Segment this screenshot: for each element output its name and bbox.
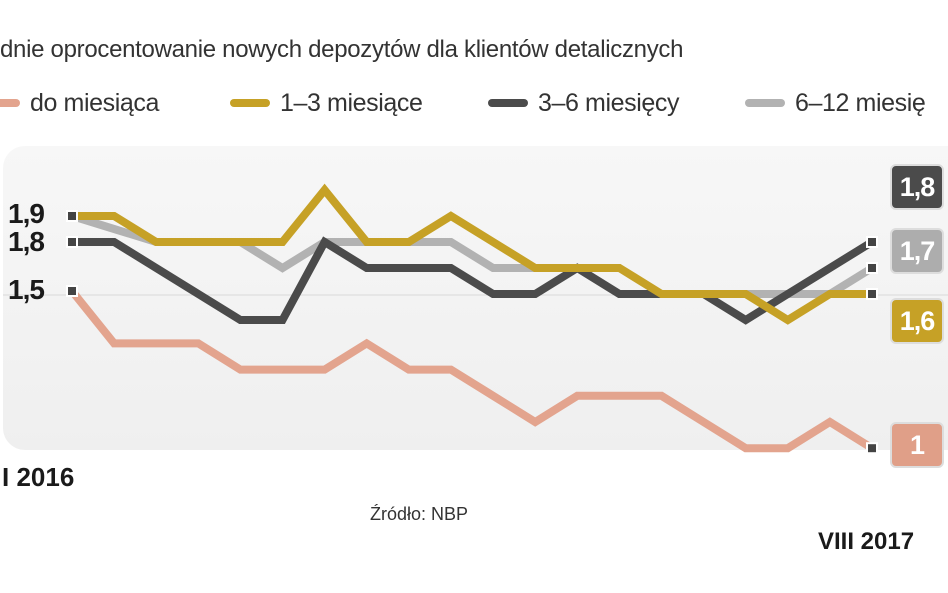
- legend-item-3-6: 3–6 miesięcy: [488, 88, 680, 118]
- series-endpoint-marker: [866, 442, 878, 455]
- series-line-0: [68, 288, 875, 453]
- series-line-1: [72, 183, 872, 325]
- legend-item-do-miesiaca: do miesiąca: [0, 88, 159, 118]
- series-endpoint-marker: [866, 288, 878, 300]
- legend-swatch-icon: [488, 99, 528, 107]
- y-tick-label: 1,9: [8, 198, 45, 229]
- series-endpoint-marker: [66, 210, 78, 222]
- end-label-do-miesiaca: 1: [890, 422, 944, 468]
- y-tick-label: 1,8: [8, 226, 45, 257]
- legend-label: 3–6 miesięcy: [538, 88, 680, 117]
- legend-swatch-icon: [0, 99, 20, 107]
- end-label-6-12: 1,7: [890, 228, 944, 274]
- y-tick-label: 1,5: [8, 274, 45, 305]
- series-line-2: [72, 236, 875, 325]
- series-endpoint-marker: [866, 236, 878, 248]
- series-endpoint-marker: [866, 262, 878, 274]
- legend-swatch-icon: [230, 99, 270, 107]
- legend-item-6-12: 6–12 miesię: [745, 88, 926, 118]
- series-endpoint-marker: [66, 285, 78, 297]
- series-endpoint-marker: [66, 236, 78, 248]
- end-label-1-3: 1,6: [890, 298, 944, 344]
- legend-label: 6–12 miesię: [795, 88, 926, 117]
- chart-title: dnie oprocentowanie nowych depozytów dla…: [0, 36, 684, 63]
- x-tick-label-end: VIII 2017: [818, 528, 915, 555]
- legend-swatch-icon: [745, 99, 785, 107]
- end-label-3-6: 1,8: [890, 164, 944, 210]
- legend-item-1-3: 1–3 miesiące: [230, 88, 423, 118]
- legend-label: do miesiąca: [30, 88, 159, 117]
- x-tick-label-start: I 2016: [2, 462, 75, 492]
- source-note: Źródło: NBP: [370, 504, 469, 524]
- legend-label: 1–3 miesiące: [280, 88, 423, 117]
